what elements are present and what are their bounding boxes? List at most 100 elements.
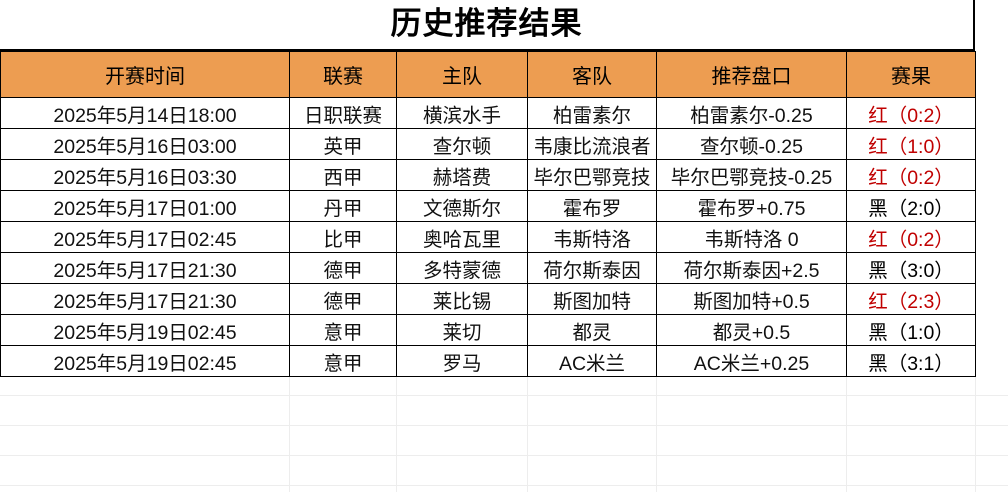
cell-away-text: 柏雷素尔 — [552, 104, 631, 127]
cell-home-text: 奥哈瓦里 — [422, 228, 501, 251]
cell-home: 奥哈瓦里 — [396, 221, 528, 253]
cell-result: 红（0:2） — [846, 159, 976, 191]
cell-away-text: 荷尔斯泰因 — [543, 259, 641, 282]
cell-home: 莱切 — [396, 314, 528, 346]
cell-recommendation-text: 毕尔巴鄂竞技-0.25 — [670, 166, 833, 189]
cell-result: 红（1:0） — [846, 128, 976, 160]
table-row: 2025年5月17日01:00 丹甲 文德斯尔 霍布罗 霍布罗+0.75 黑（2:0） — [0, 190, 976, 222]
cell-away-text: 都灵 — [572, 321, 612, 344]
grid-hline — [0, 485, 1008, 486]
result-score: （0:2） — [887, 166, 954, 189]
cell-home-text: 横滨水手 — [422, 104, 501, 127]
cell-recommendation: 都灵+0.5 — [656, 314, 847, 346]
grid-hline — [0, 455, 1008, 456]
status-badge: 黑（3:0） — [847, 254, 975, 283]
cell-recommendation-text: 韦斯特洛 0 — [704, 228, 799, 251]
column-header-rec[interactable]: 推荐盘口 — [656, 51, 847, 98]
cell-recommendation-text: 荷尔斯泰因+2.5 — [683, 259, 820, 282]
status-badge: 黑（3:1） — [847, 347, 975, 376]
cell-time: 2025年5月14日18:00 — [0, 97, 290, 129]
cell-away: 斯图加特 — [527, 283, 657, 315]
cell-recommendation-text: 查尔顿-0.25 — [700, 135, 803, 158]
cell-league-text: 丹甲 — [323, 197, 363, 220]
result-score: （1:0） — [887, 135, 954, 158]
status-badge: 黑（2:0） — [847, 192, 975, 221]
cell-time: 2025年5月16日03:00 — [0, 128, 290, 160]
column-header-result[interactable]: 赛果 — [846, 51, 976, 98]
result-score: （2:3） — [887, 290, 954, 313]
result-label: 黑 — [868, 352, 888, 375]
cell-time-text: 2025年5月16日03:00 — [53, 135, 237, 158]
cell-time: 2025年5月17日21:30 — [0, 252, 290, 284]
table-row: 2025年5月16日03:00 英甲 查尔顿 韦康比流浪者 查尔顿-0.25 红（1:0） — [0, 128, 976, 160]
grid-hline — [0, 395, 1008, 396]
empty-grid-area — [0, 365, 1008, 492]
result-score: （1:0） — [887, 321, 954, 344]
column-header-time[interactable]: 开赛时间 — [0, 51, 290, 98]
table-row: 2025年5月17日21:30 德甲 莱比锡 斯图加特 斯图加特+0.5 红（2:3） — [0, 283, 976, 315]
cell-away: 毕尔巴鄂竞技 — [527, 159, 657, 191]
cell-league: 意甲 — [289, 314, 397, 346]
cell-away-text: AC米兰 — [558, 352, 626, 375]
page-title-band: 历史推荐结果 — [0, 0, 975, 51]
cell-home: 横滨水手 — [396, 97, 528, 129]
result-label: 红 — [868, 228, 888, 251]
cell-recommendation-text: 霍布罗+0.75 — [697, 197, 806, 220]
history-results-table: 开赛时间 联赛 主队 客队 推荐盘口 赛果 2025年5月14日18:00 日职联… — [0, 51, 976, 377]
cell-league-text: 意甲 — [323, 352, 363, 375]
status-badge: 红（1:0） — [847, 130, 975, 159]
cell-away: 柏雷素尔 — [527, 97, 657, 129]
cell-home: 文德斯尔 — [396, 190, 528, 222]
cell-recommendation: 查尔顿-0.25 — [656, 128, 847, 160]
column-header-away[interactable]: 客队 — [527, 51, 657, 98]
cell-result: 黑（3:0） — [846, 252, 976, 284]
cell-away-text: 霍布罗 — [562, 197, 622, 220]
cell-league-text: 德甲 — [323, 290, 363, 313]
cell-home-text: 多特蒙德 — [422, 259, 501, 282]
status-badge: 红（0:2） — [847, 161, 975, 190]
cell-time: 2025年5月17日21:30 — [0, 283, 290, 315]
cell-away: 都灵 — [527, 314, 657, 346]
status-badge: 黑（1:0） — [847, 316, 975, 345]
cell-time: 2025年5月19日02:45 — [0, 314, 290, 346]
cell-home-text: 赫塔费 — [432, 166, 492, 189]
cell-result: 黑（1:0） — [846, 314, 976, 346]
cell-result: 红（2:3） — [846, 283, 976, 315]
result-label: 黑 — [868, 321, 888, 344]
result-label: 黑 — [868, 259, 888, 282]
result-label: 红 — [868, 104, 888, 127]
grid-hline — [0, 425, 1008, 426]
cell-home: 查尔顿 — [396, 128, 528, 160]
cell-league: 意甲 — [289, 345, 397, 377]
cell-time: 2025年5月16日03:30 — [0, 159, 290, 191]
cell-away: AC米兰 — [527, 345, 657, 377]
cell-time: 2025年5月17日02:45 — [0, 221, 290, 253]
result-label: 红 — [868, 166, 888, 189]
column-header-league[interactable]: 联赛 — [289, 51, 397, 98]
result-score: （0:2） — [887, 104, 954, 127]
cell-away: 韦康比流浪者 — [527, 128, 657, 160]
cell-away: 霍布罗 — [527, 190, 657, 222]
table-row: 2025年5月14日18:00 日职联赛 横滨水手 柏雷素尔 柏雷素尔-0.25 红（0:… — [0, 97, 976, 129]
cell-away: 韦斯特洛 — [527, 221, 657, 253]
table-row: 2025年5月17日21:30 德甲 多特蒙德 荷尔斯泰因 荷尔斯泰因+2.5 黑（3:0… — [0, 252, 976, 284]
result-score: （0:2） — [887, 228, 954, 251]
column-header-home[interactable]: 主队 — [396, 51, 528, 98]
table-row: 2025年5月19日02:45 意甲 莱切 都灵 都灵+0.5 黑（1:0） — [0, 314, 976, 346]
cell-league-text: 日职联赛 — [303, 104, 382, 127]
cell-result: 黑（2:0） — [846, 190, 976, 222]
cell-time: 2025年5月17日01:00 — [0, 190, 290, 222]
grid-vline — [656, 365, 657, 492]
table-row: 2025年5月17日02:45 比甲 奥哈瓦里 韦斯特洛 韦斯特洛 0 红（0:2） — [0, 221, 976, 253]
cell-home-text: 文德斯尔 — [422, 197, 501, 220]
cell-league-text: 德甲 — [323, 259, 363, 282]
cell-time-text: 2025年5月17日21:30 — [53, 259, 237, 282]
result-score: （2:0） — [887, 197, 954, 220]
cell-recommendation: 荷尔斯泰因+2.5 — [656, 252, 847, 284]
cell-recommendation: 柏雷素尔-0.25 — [656, 97, 847, 129]
cell-league: 西甲 — [289, 159, 397, 191]
cell-time-text: 2025年5月16日03:30 — [53, 166, 237, 189]
status-badge: 红（2:3） — [847, 285, 975, 314]
cell-result: 黑（3:1） — [846, 345, 976, 377]
